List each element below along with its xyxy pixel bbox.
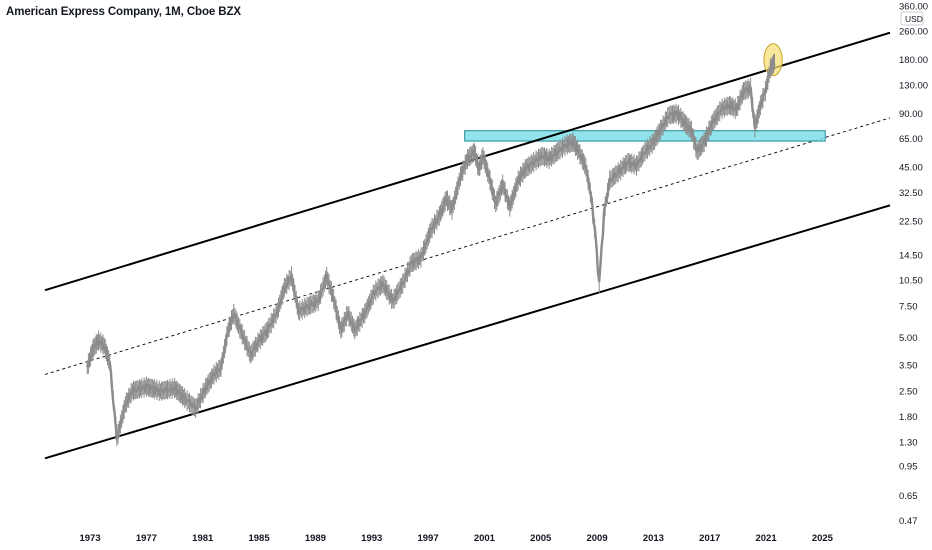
x-tick-label: 2005: [530, 533, 552, 544]
x-axis: 1973 1977 1981 1985 1989 1993 1997 2001 2005 2009…: [79, 533, 833, 544]
y-tick-label: 0.65: [899, 491, 918, 502]
x-tick-label: 1973: [79, 533, 100, 544]
price-wicks: [86, 53, 775, 447]
y-tick-label: 0.47: [899, 516, 918, 527]
y-tick-label: 130.00: [899, 80, 928, 91]
y-tick-label: 3.50: [899, 361, 918, 372]
currency-unit-box[interactable]: [900, 11, 924, 26]
currency-unit-label: USD: [905, 14, 923, 24]
x-tick-label: 2001: [474, 533, 496, 544]
y-axis: 360.00 260.00 180.00 130.00 90.00 65.00 45.00 3…: [899, 2, 928, 528]
y-tick-label: 65.00: [899, 134, 923, 145]
x-tick-label: 1985: [248, 533, 270, 544]
x-tick-label: 1977: [136, 533, 157, 544]
x-tick-label: 1989: [305, 533, 326, 544]
y-tick-label: 10.50: [899, 275, 923, 286]
x-tick-label: 2021: [755, 533, 777, 544]
support-zone[interactable]: [464, 130, 826, 142]
y-tick-label: 0.95: [899, 462, 918, 473]
y-tick-label: 1.30: [899, 437, 918, 448]
x-tick-label: 2009: [586, 533, 607, 544]
x-tick-label: 2013: [643, 533, 664, 544]
chart-title: American Express Company, 1M, Cboe BZX: [6, 6, 241, 18]
y-tick-label: 1.80: [899, 412, 918, 423]
y-tick-label: 2.50: [899, 387, 918, 398]
y-tick-label: 90.00: [899, 109, 923, 120]
x-tick-label: 1993: [361, 533, 382, 544]
y-tick-label: 22.50: [899, 216, 923, 227]
y-tick-label: 45.00: [899, 163, 923, 174]
y-tick-label: 360.00: [899, 2, 928, 13]
channel-lower-line[interactable]: [44, 204, 891, 460]
y-tick-label: 260.00: [899, 27, 928, 38]
y-tick-label: 14.50: [899, 250, 923, 261]
y-tick-label: 32.50: [899, 188, 923, 199]
x-tick-label: 1997: [417, 533, 438, 544]
x-tick-label: 1981: [192, 533, 214, 544]
y-tick-label: 5.00: [899, 333, 918, 344]
x-tick-label: 2025: [812, 533, 834, 544]
x-tick-label: 2017: [699, 533, 720, 544]
y-tick-label: 7.50: [899, 301, 918, 312]
y-tick-label: 180.00: [899, 55, 928, 66]
